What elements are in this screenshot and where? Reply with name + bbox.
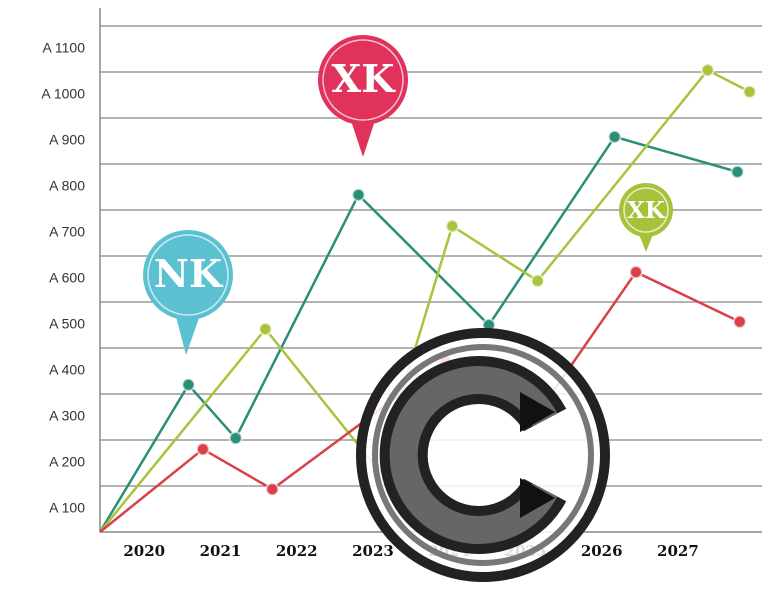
copyright-symbol xyxy=(356,328,610,582)
annotation-pin xyxy=(637,231,655,252)
data-point xyxy=(628,265,643,280)
y-tick-label: A 300 xyxy=(49,408,85,424)
y-tick-label: A 500 xyxy=(49,316,85,332)
data-point xyxy=(530,273,545,288)
data-point xyxy=(265,482,280,497)
x-tick-label: 2022 xyxy=(276,542,318,560)
y-tick-label: A 700 xyxy=(49,224,85,240)
y-tick-label: A 900 xyxy=(49,132,85,148)
annotation-pin xyxy=(174,311,202,355)
annotation-text: XK xyxy=(332,57,397,102)
data-point xyxy=(607,129,622,144)
annotation-ring xyxy=(322,39,404,121)
y-tick-label: A 1100 xyxy=(42,40,85,56)
annotation-ring xyxy=(147,234,229,316)
annotation-pin xyxy=(349,116,377,157)
annotation-bubble xyxy=(143,230,233,320)
data-point xyxy=(700,63,715,78)
data-point xyxy=(228,431,243,446)
x-tick-label: 2023 xyxy=(352,542,394,560)
data-point xyxy=(258,322,273,337)
annotation-bubble xyxy=(318,35,408,125)
annotation-text: XK xyxy=(627,197,666,224)
data-point xyxy=(181,377,196,392)
annotation-ring xyxy=(623,187,669,233)
data-point xyxy=(730,164,745,179)
y-tick-label: A 100 xyxy=(49,500,85,516)
data-point xyxy=(732,314,747,329)
y-tick-label: A 800 xyxy=(49,178,85,194)
data-point xyxy=(742,84,757,99)
annotation-bubble xyxy=(619,183,673,237)
data-point xyxy=(195,442,210,457)
y-tick-label: A 400 xyxy=(49,362,85,378)
x-tick-label: 2021 xyxy=(200,542,242,560)
y-tick-label: A 200 xyxy=(49,454,85,470)
x-tick-label: 2020 xyxy=(123,542,165,560)
annotation-text: NK xyxy=(154,252,224,297)
y-tick-label: A 1000 xyxy=(41,86,85,102)
data-point xyxy=(351,187,366,202)
data-point xyxy=(445,219,460,234)
x-tick-label: 2026 xyxy=(581,542,623,560)
y-tick-label: A 600 xyxy=(49,270,85,286)
x-tick-label: 2027 xyxy=(657,542,699,560)
